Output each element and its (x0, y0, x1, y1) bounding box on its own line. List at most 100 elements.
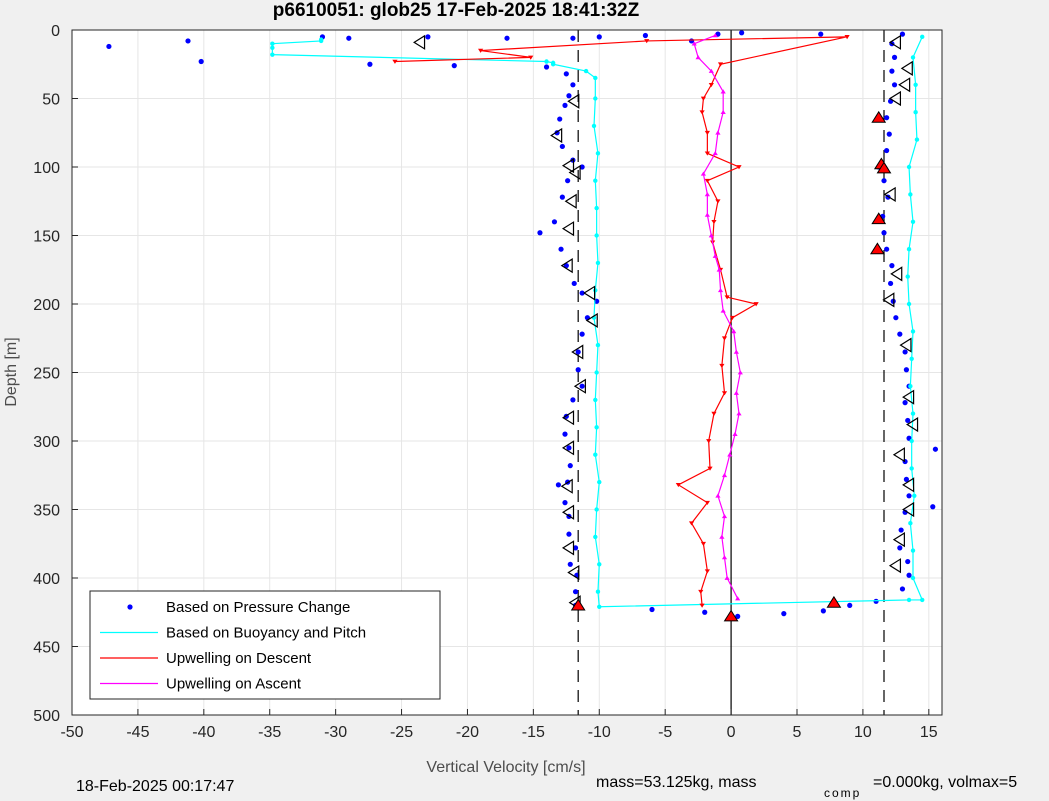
data-point (898, 527, 904, 533)
filled-triangle-marker (871, 212, 887, 225)
data-point (567, 561, 573, 567)
data-point (700, 96, 707, 101)
data-point (688, 521, 695, 526)
y-tick-label: 100 (33, 160, 60, 177)
data-point (567, 463, 573, 469)
data-point (903, 367, 910, 373)
data-point (559, 194, 565, 200)
hollow-triangle-marker (561, 440, 575, 456)
data-point (562, 431, 568, 437)
hollow-triangle-marker (585, 312, 598, 329)
data-point (724, 295, 730, 300)
data-point (733, 349, 739, 354)
x-tick-label: -15 (522, 724, 545, 741)
x-tick-label: -50 (60, 724, 83, 741)
y-tick-label: 0 (51, 23, 60, 40)
legend-entry: Upwelling on Ascent (100, 676, 302, 693)
data-point (571, 280, 577, 287)
data-point (908, 384, 913, 389)
data-point (563, 263, 569, 269)
data-point (704, 500, 710, 505)
data-point (451, 63, 457, 69)
hollow-triangle-marker (892, 447, 905, 463)
data-point (903, 476, 910, 482)
data-point (910, 329, 916, 334)
data-point (318, 38, 324, 44)
data-point (891, 54, 898, 61)
hollow-triangle-marker (568, 164, 581, 181)
hollow-triangle-marker (561, 504, 575, 520)
x-tick-label: 5 (793, 724, 802, 741)
data-point (889, 263, 895, 269)
hollow-triangle-marker (882, 292, 895, 308)
filled-triangle-marker (876, 161, 892, 174)
data-point (558, 246, 564, 252)
hollow-triangle-marker (902, 501, 915, 518)
data-point (712, 33, 718, 38)
data-point (594, 507, 599, 512)
data-point (570, 82, 576, 88)
data-point (818, 31, 824, 37)
filled-triangle-marker (723, 609, 739, 622)
y-tick-label: 400 (33, 571, 60, 588)
hollow-triangle-marker (583, 285, 596, 301)
hollow-triangle-marker (550, 127, 563, 144)
data-point (909, 438, 914, 444)
legend-entry: Based on Buoyancy and Pitch (100, 625, 366, 642)
data-point (914, 137, 920, 142)
data-point (720, 89, 726, 94)
data-point (736, 411, 742, 416)
hollow-triangle-marker (567, 564, 580, 581)
data-point (543, 64, 550, 70)
data-point (595, 342, 601, 348)
legend-label: Based on Buoyancy and Pitch (166, 625, 366, 642)
data-point (704, 178, 710, 184)
data-point (902, 400, 908, 406)
data-point (732, 431, 738, 436)
data-point (596, 34, 602, 40)
hollow-triangle-marker (571, 344, 584, 360)
data-point (735, 596, 741, 601)
data-point (570, 35, 576, 41)
data-point (913, 82, 918, 88)
data-point (185, 38, 191, 44)
data-point (702, 609, 708, 615)
data-point (906, 247, 912, 252)
data-point (704, 212, 710, 217)
x-tick-label: -25 (390, 724, 413, 741)
data-point (707, 466, 713, 471)
hollow-triangle-marker (899, 337, 912, 353)
data-point (593, 75, 598, 81)
data-point (735, 613, 741, 619)
data-point (559, 143, 565, 150)
data-point (504, 35, 510, 41)
data-point (847, 602, 853, 609)
data-point (367, 61, 373, 67)
data-point (920, 34, 925, 40)
data-point (820, 608, 826, 614)
data-point (478, 48, 484, 53)
data-point (731, 329, 737, 334)
legend: Based on Pressure Change Based on Buoyanc… (89, 590, 441, 700)
hollow-triangle-marker (560, 258, 573, 274)
data-point (579, 290, 585, 296)
data-point (912, 493, 917, 498)
data-point (906, 164, 912, 170)
data-point (899, 586, 906, 592)
y-tick-label: 50 (42, 92, 60, 109)
data-point (897, 545, 903, 551)
data-point (700, 171, 707, 176)
data-point (708, 233, 714, 238)
data-point (575, 349, 581, 355)
hollow-triangle-marker (413, 34, 426, 50)
data-point (724, 575, 730, 580)
data-point (902, 458, 908, 465)
data-point (704, 130, 710, 136)
footer-mass-subscript: comp (824, 786, 861, 800)
legend-label: Based on Pressure Change (166, 599, 350, 616)
hollow-triangle-marker (567, 93, 580, 109)
data-point (781, 611, 787, 617)
data-point (909, 466, 914, 471)
x-tick-label: -30 (324, 724, 347, 741)
data-point (597, 562, 602, 567)
